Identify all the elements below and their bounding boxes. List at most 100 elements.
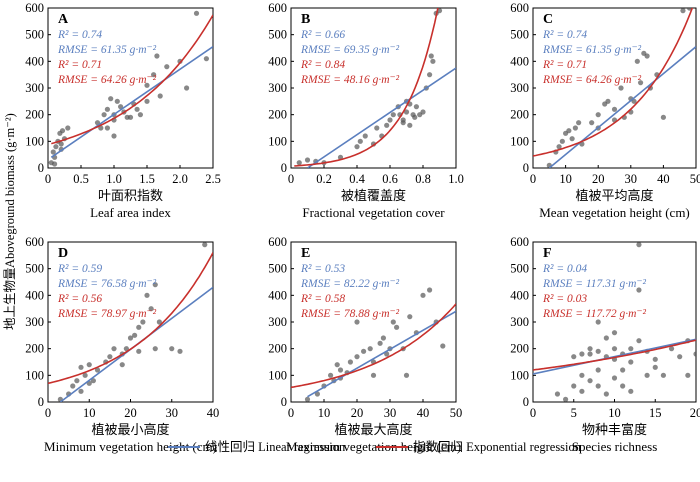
panel-d-xtick-label: 30 — [166, 406, 179, 420]
data-point — [569, 136, 575, 142]
panel-e-xtick-label: 10 — [318, 406, 331, 420]
panel-a-ytick-label: 200 — [25, 108, 44, 122]
data-point — [403, 372, 410, 378]
panel-e: 0 100 200 300 400 500 600 0 10 20 30 40 50 植被最大高度 Maxi… — [268, 235, 462, 454]
panel-f-ytick-label: 500 — [510, 262, 529, 276]
panel-f-xtick-label: 5 — [571, 406, 577, 420]
data-point — [111, 346, 117, 352]
data-point — [589, 120, 595, 126]
y-axis-label-en: Aboveground biomass (g·m⁻²) — [3, 113, 17, 268]
data-point — [154, 53, 160, 59]
panel-b-linear-rmse: RMSE = 69.35 g·m⁻² — [300, 44, 400, 56]
panel-b-xtick-label: 0.4 — [349, 172, 365, 186]
data-point — [595, 367, 601, 373]
panel-e-ytick-label: 200 — [268, 342, 287, 356]
data-point — [636, 338, 642, 344]
panel-c-xlabel-en: Mean vegetation height (cm) — [539, 205, 690, 220]
panel-d-xtick-label: 40 — [207, 406, 220, 420]
data-point — [108, 96, 114, 102]
data-point — [114, 98, 120, 104]
panel-a-ytick-label: 0 — [38, 161, 44, 175]
data-point — [134, 106, 140, 112]
panel-c-linear-r2: R² = 0.74 — [542, 29, 587, 41]
panel-d-ytick-label: 100 — [25, 368, 44, 382]
data-point — [563, 396, 569, 402]
data-point — [668, 346, 675, 352]
panel-e-ytick-label: 300 — [268, 315, 287, 329]
data-point — [571, 383, 577, 389]
legend-exponential-label: 指数回归 Exponential regression — [413, 439, 582, 454]
panel-c-xtick-label: 30 — [625, 172, 638, 186]
data-point — [556, 144, 562, 150]
data-point — [118, 104, 124, 110]
panel-b-ytick-label: 400 — [268, 54, 287, 68]
panel-f-plot-area — [533, 242, 696, 402]
panel-f-ytick-label: 400 — [510, 288, 529, 302]
data-point — [82, 372, 88, 378]
data-point — [628, 359, 634, 365]
data-point — [104, 106, 110, 112]
panel-f: 0 100 200 300 400 500 600 0 5 10 15 20 物种丰富度 Species … — [510, 235, 700, 454]
data-point — [78, 364, 84, 370]
panel-a-linear-rmse: RMSE = 61.35 g·m⁻² — [57, 44, 157, 56]
data-point — [636, 287, 642, 293]
data-point — [152, 346, 158, 352]
data-point — [50, 149, 56, 155]
panel-e-exponential-fit — [291, 303, 456, 389]
panel-a-ytick-label: 600 — [25, 1, 44, 15]
data-point — [680, 8, 686, 14]
panel-d-xlabel-en: Minimum vegetation height (cm) — [44, 439, 217, 454]
panel-f-xlabel-en: Species richness — [572, 439, 658, 454]
panel-a-exponential-rmse: RMSE = 64.26 g·m⁻² — [57, 74, 157, 86]
panel-c-xtick-label: 40 — [657, 172, 670, 186]
panel-a-exponential-fit — [51, 14, 213, 145]
panel-e-xtick-label: 40 — [417, 406, 430, 420]
panel-a: 0 100 200 300 400 500 600 0 0.5 1.0 1.5 2.0 2.5 叶面积指数… — [25, 1, 221, 220]
panel-f-xtick-label: 20 — [690, 406, 700, 420]
data-point — [86, 362, 92, 368]
data-point — [611, 346, 618, 352]
panel-b-exponential-fit — [294, 8, 439, 167]
data-point — [137, 112, 143, 118]
panel-a-plot-area — [48, 10, 213, 167]
panel-b-xtick-label: 0.8 — [415, 172, 431, 186]
data-point — [328, 372, 334, 378]
data-point — [90, 378, 96, 384]
data-point — [111, 133, 117, 139]
panel-f-exponential-fit — [533, 339, 696, 371]
data-point — [132, 332, 138, 338]
panel-e-ytick-label: 0 — [281, 395, 287, 409]
panel-f-xlabel-cn: 物种丰富度 — [582, 422, 647, 437]
data-point — [361, 348, 367, 354]
legend-linear-label: 线性回归 Linear regression — [205, 440, 346, 454]
data-point — [440, 343, 446, 349]
data-point — [354, 144, 360, 150]
panel-d-exponential-fit — [48, 252, 213, 385]
panel-c-plot-area — [533, 8, 696, 168]
data-point — [136, 348, 142, 354]
data-point — [428, 53, 434, 59]
data-point — [157, 93, 163, 99]
data-point — [334, 362, 340, 368]
panel-e-ytick-label: 100 — [268, 368, 287, 382]
panel-b-ytick-label: 500 — [268, 28, 287, 42]
data-point — [387, 117, 393, 123]
data-point — [203, 56, 209, 62]
data-point — [595, 319, 601, 325]
panel-b-xtick-label: 0 — [288, 172, 294, 186]
data-point — [652, 364, 658, 370]
panel-f-ytick-label: 200 — [510, 342, 529, 356]
panel-c-ytick-label: 300 — [510, 81, 529, 95]
data-point — [127, 335, 134, 341]
panel-e-xtick-label: 50 — [450, 406, 463, 420]
panel-b-ytick-label: 200 — [268, 108, 287, 122]
data-point — [390, 319, 396, 325]
data-point — [374, 125, 380, 131]
panel-f-linear-rmse: RMSE = 117.31 g·m⁻² — [542, 278, 647, 290]
data-point — [620, 367, 626, 373]
data-point — [611, 375, 618, 381]
data-point — [660, 372, 667, 378]
data-point — [427, 72, 433, 78]
